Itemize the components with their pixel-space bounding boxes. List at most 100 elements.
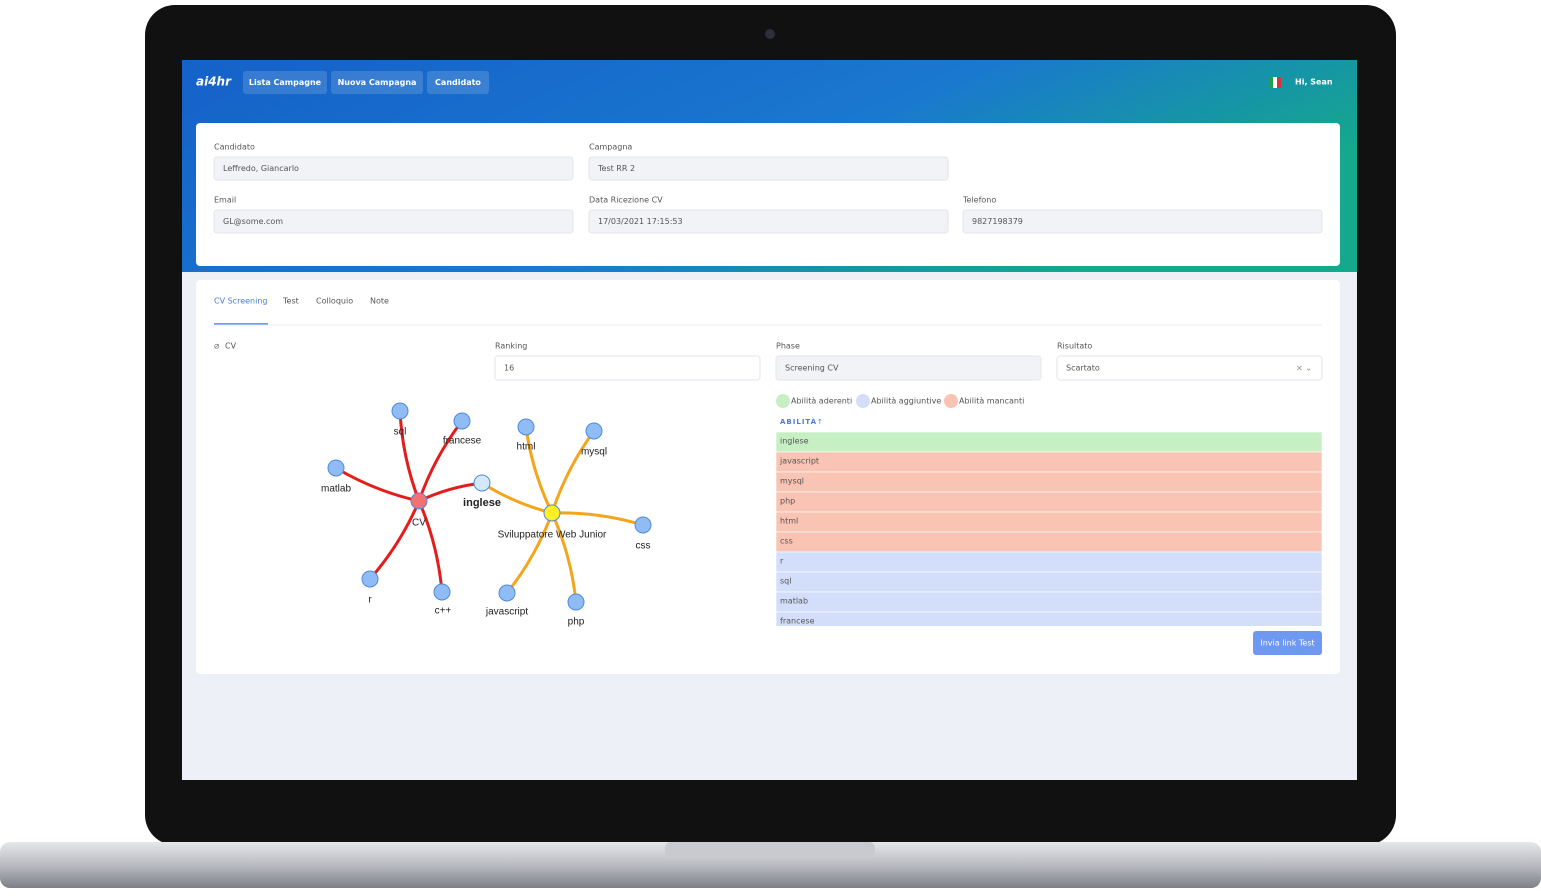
skill-name: php bbox=[780, 497, 795, 506]
graph-edge bbox=[505, 512, 554, 594]
graph-label: php bbox=[568, 617, 585, 628]
field-value: GL@some.com bbox=[223, 217, 283, 226]
field-label: Phase bbox=[776, 342, 800, 351]
field-label: Candidato bbox=[214, 143, 255, 152]
sort-arrow: ↑ bbox=[817, 418, 823, 426]
logo: ai4hr bbox=[196, 75, 232, 89]
nav-button[interactable] bbox=[427, 71, 489, 94]
send-button[interactable] bbox=[1253, 631, 1322, 655]
send-button-label[interactable]: Invia link Test bbox=[1260, 639, 1314, 648]
field-value: Leffredo, Giancarlo bbox=[223, 164, 299, 173]
skill-row bbox=[776, 611, 1322, 626]
graph-label: sql bbox=[394, 427, 407, 438]
skill-name: r bbox=[780, 557, 784, 566]
field-input bbox=[213, 209, 574, 234]
legend-label: Abilità aggiuntive bbox=[871, 397, 941, 406]
tab[interactable]: Colloquio bbox=[316, 297, 353, 306]
graph-node bbox=[585, 422, 603, 440]
legend-label: Abilità aderenti bbox=[791, 397, 852, 406]
field-label: Ranking bbox=[495, 342, 527, 351]
graph-edge bbox=[551, 511, 644, 527]
graph-edge bbox=[398, 410, 421, 502]
notch bbox=[665, 842, 875, 858]
field-label: Telefono bbox=[962, 196, 996, 205]
field-value: Scartato bbox=[1066, 364, 1100, 373]
skill-name: matlab bbox=[780, 597, 808, 606]
candidate-card bbox=[196, 123, 1340, 266]
graph-label: CV bbox=[412, 518, 426, 529]
field-value: 17/03/2021 17:15:53 bbox=[598, 217, 683, 226]
field-input[interactable] bbox=[494, 355, 761, 381]
field-label: Email bbox=[214, 196, 236, 205]
field-label: Campagna bbox=[589, 143, 632, 152]
field-input bbox=[962, 209, 1323, 234]
tab[interactable]: Note bbox=[370, 297, 389, 306]
flag-white bbox=[1273, 77, 1277, 88]
graph-node bbox=[433, 583, 451, 601]
field-input bbox=[588, 209, 949, 234]
skill-name: html bbox=[780, 517, 798, 526]
graph-node bbox=[498, 584, 516, 602]
graph-node bbox=[361, 570, 379, 588]
graph-node bbox=[453, 412, 471, 430]
skill-row bbox=[776, 571, 1322, 593]
graph-edge bbox=[550, 512, 578, 603]
tab[interactable]: CV Screening bbox=[214, 297, 267, 306]
legend-label: Abilità mancanti bbox=[959, 397, 1024, 406]
graph-edge bbox=[417, 420, 464, 502]
skill-row bbox=[776, 432, 1322, 453]
tab[interactable]: Test bbox=[282, 297, 299, 306]
skill-name: css bbox=[780, 537, 793, 546]
field-input[interactable] bbox=[1056, 355, 1323, 381]
skill-row bbox=[776, 531, 1322, 553]
laptop-base bbox=[0, 842, 1541, 888]
camera bbox=[765, 29, 775, 39]
select-icons: × ⌄ bbox=[1296, 364, 1312, 373]
skill-name: javascript bbox=[779, 457, 819, 466]
graph-label: css bbox=[636, 541, 651, 552]
legend-dot bbox=[856, 394, 870, 408]
skill-row bbox=[776, 491, 1322, 513]
skill-graph: CV Sviluppatore Web Junior inglese sql franc… bbox=[321, 402, 652, 628]
flag-red bbox=[1277, 77, 1281, 88]
skill-name: francese bbox=[780, 617, 815, 626]
skill-row bbox=[776, 471, 1322, 493]
graph-node bbox=[634, 516, 652, 534]
skill-name: sql bbox=[780, 577, 791, 586]
field-input bbox=[588, 156, 949, 181]
field-value: 16 bbox=[504, 364, 514, 373]
graph-edge bbox=[524, 426, 554, 514]
cv-link[interactable]: CV bbox=[225, 342, 237, 351]
graph-node bbox=[473, 474, 491, 492]
field-input bbox=[213, 156, 574, 181]
nav-label[interactable]: Nuova Campagna bbox=[338, 78, 417, 87]
skill-name: inglese bbox=[780, 437, 809, 446]
skills-header[interactable]: ABILITÀ bbox=[780, 417, 817, 426]
field-value: Screening CV bbox=[785, 364, 839, 373]
graph-label: inglese bbox=[463, 497, 501, 509]
graph-label: c++ bbox=[435, 606, 452, 617]
graph-node bbox=[327, 459, 345, 477]
nav-button[interactable] bbox=[331, 71, 423, 94]
field-value: Test RR 2 bbox=[597, 164, 635, 173]
graph-edge bbox=[550, 430, 596, 514]
field-label: Risultato bbox=[1057, 342, 1092, 351]
skill-name: mysql bbox=[780, 477, 804, 486]
nav-label[interactable]: Candidato bbox=[435, 78, 481, 87]
graph-node bbox=[543, 504, 561, 522]
graph-node bbox=[410, 492, 428, 510]
skill-row bbox=[776, 591, 1322, 613]
graph-edge bbox=[417, 500, 444, 593]
graph-label: Sviluppatore Web Junior bbox=[498, 530, 607, 541]
graph-node bbox=[391, 402, 409, 420]
skills-table: inglese javascript mysql php html css r sql matl… bbox=[776, 432, 1322, 626]
skill-row bbox=[776, 451, 1322, 473]
nav-button[interactable] bbox=[243, 71, 327, 94]
flag-green bbox=[1269, 77, 1273, 88]
legend-dot bbox=[944, 394, 958, 408]
greeting[interactable]: Hi, Sean bbox=[1295, 78, 1333, 87]
nav-label[interactable]: Lista Campagne bbox=[249, 78, 322, 87]
field-value: 9827198379 bbox=[972, 217, 1023, 226]
